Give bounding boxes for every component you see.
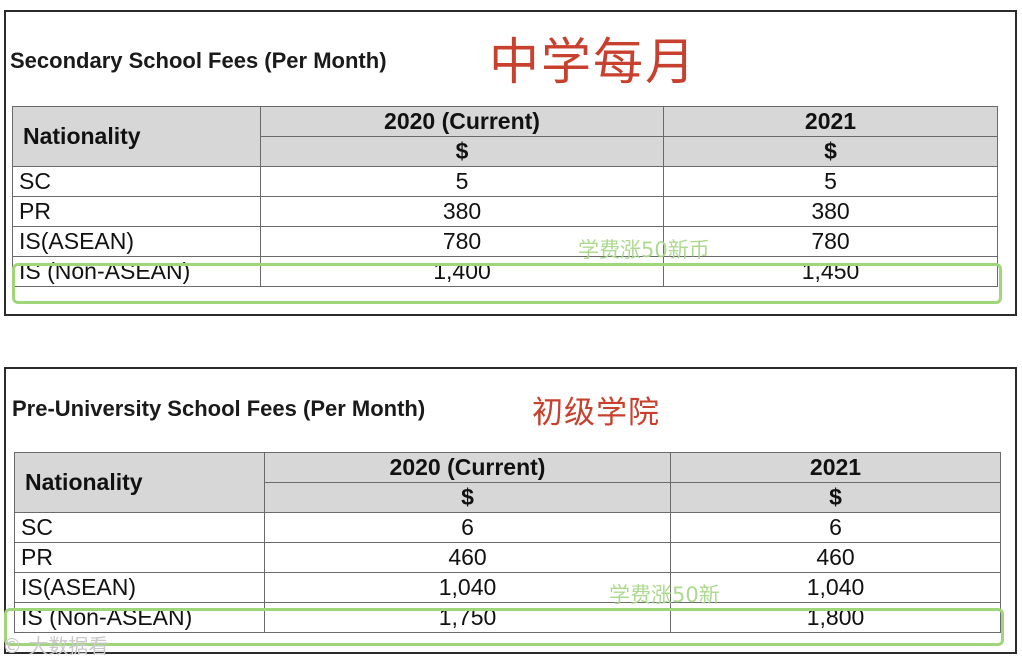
fee-2021: 1,450 — [663, 256, 998, 287]
table-row: IS(ASEAN) 1,040 1,040 — [14, 572, 1001, 603]
unit-2020: $ — [260, 136, 664, 167]
unit-2021: $ — [663, 136, 998, 167]
fee-2021: 5 — [663, 166, 998, 197]
row-label: PR — [12, 196, 261, 227]
table-header-row: Nationality 2020 (Current) 2021 — [12, 106, 998, 167]
fee-increase-annotation: 学费涨50新 — [609, 583, 720, 607]
table-row: SC 5 5 — [12, 166, 998, 197]
row-label: IS(ASEAN) — [14, 572, 265, 603]
fee-2021: 380 — [663, 196, 998, 227]
year-2021-header: 2021 — [670, 452, 1001, 483]
table-header-row: Nationality 2020 (Current) 2021 — [14, 452, 1001, 513]
fee-2020: 380 — [260, 196, 664, 227]
preuniversity-fees-table: Nationality 2020 (Current) 2021 $ $ SC 6… — [14, 452, 1001, 633]
fee-2021: 780 — [663, 226, 998, 257]
secondary-fees-table: Nationality 2020 (Current) 2021 $ $ SC 5… — [12, 106, 998, 287]
fee-2020: 1,040 — [264, 572, 671, 603]
fee-2020: 6 — [264, 512, 671, 543]
year-2020-header: 2020 (Current) — [260, 106, 664, 137]
row-label: SC — [12, 166, 261, 197]
table-row: PR 460 460 — [14, 542, 1001, 573]
secondary-title-cn: 中学每月 — [489, 33, 697, 91]
preuniversity-fees-panel: Pre-University School Fees (Per Month) 初… — [4, 367, 1017, 654]
nationality-header: Nationality — [14, 452, 265, 513]
fee-2020: 780 — [260, 226, 664, 257]
table-row: SC 6 6 — [14, 512, 1001, 543]
preuniversity-title: Pre-University School Fees (Per Month) — [12, 396, 426, 421]
table-row: PR 380 380 — [12, 196, 998, 227]
fee-2021: 1,800 — [670, 602, 1001, 633]
row-label: IS (Non-ASEAN) — [14, 602, 265, 633]
watermark: © 大数据看 — [2, 634, 109, 658]
table-row-highlighted: IS (Non-ASEAN) 1,750 1,800 — [14, 602, 1001, 633]
fee-2020: 1,400 — [260, 256, 664, 287]
row-label: PR — [14, 542, 265, 573]
row-label: SC — [14, 512, 265, 543]
year-2020-header: 2020 (Current) — [264, 452, 671, 483]
secondary-title: Secondary School Fees (Per Month) — [10, 48, 387, 73]
table-unit-row: $ $ — [13, 136, 998, 167]
row-label: IS(ASEAN) — [12, 226, 261, 257]
fee-2021: 1,040 — [670, 572, 1001, 603]
nationality-header: Nationality — [12, 106, 261, 167]
table-row: IS(ASEAN) 780 780 — [12, 226, 998, 257]
secondary-fees-panel: Secondary School Fees (Per Month) 中学每月 N… — [4, 10, 1017, 316]
unit-2021: $ — [670, 482, 1001, 513]
fee-2020: 5 — [260, 166, 664, 197]
row-label: IS (Non-ASEAN) — [12, 256, 261, 287]
fee-increase-annotation: 学费涨50新币 — [578, 238, 710, 262]
preuniversity-title-cn: 初级学院 — [532, 395, 660, 431]
unit-2020: $ — [264, 482, 671, 513]
fee-2020: 460 — [264, 542, 671, 573]
fee-2021: 460 — [670, 542, 1001, 573]
fee-2021: 6 — [670, 512, 1001, 543]
table-row-highlighted: IS (Non-ASEAN) 1,400 1,450 — [12, 256, 998, 287]
year-2021-header: 2021 — [663, 106, 998, 137]
